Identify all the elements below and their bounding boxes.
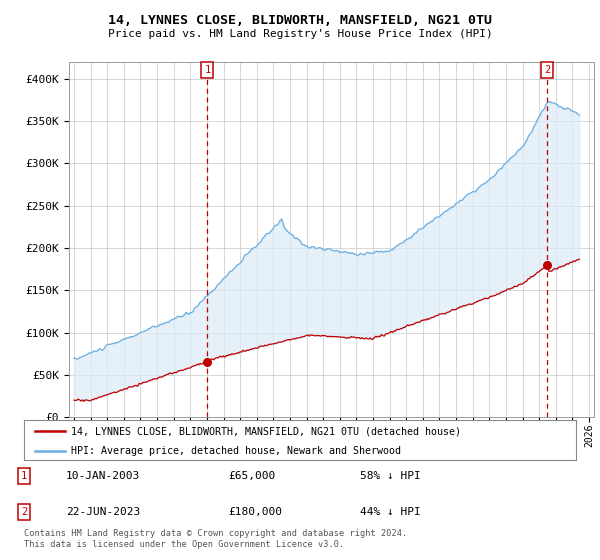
- Text: 58% ↓ HPI: 58% ↓ HPI: [360, 471, 421, 481]
- Text: £65,000: £65,000: [228, 471, 275, 481]
- Text: Contains HM Land Registry data © Crown copyright and database right 2024.
This d: Contains HM Land Registry data © Crown c…: [24, 529, 407, 549]
- Text: £180,000: £180,000: [228, 507, 282, 517]
- Text: 2: 2: [21, 507, 27, 517]
- Text: 1: 1: [204, 65, 211, 75]
- Text: 14, LYNNES CLOSE, BLIDWORTH, MANSFIELD, NG21 0TU: 14, LYNNES CLOSE, BLIDWORTH, MANSFIELD, …: [108, 14, 492, 27]
- Text: Price paid vs. HM Land Registry's House Price Index (HPI): Price paid vs. HM Land Registry's House …: [107, 29, 493, 39]
- Text: 22-JUN-2023: 22-JUN-2023: [66, 507, 140, 517]
- Text: 10-JAN-2003: 10-JAN-2003: [66, 471, 140, 481]
- Text: 14, LYNNES CLOSE, BLIDWORTH, MANSFIELD, NG21 0TU (detached house): 14, LYNNES CLOSE, BLIDWORTH, MANSFIELD, …: [71, 426, 461, 436]
- Text: 2: 2: [544, 65, 550, 75]
- Text: 44% ↓ HPI: 44% ↓ HPI: [360, 507, 421, 517]
- Text: 1: 1: [21, 471, 27, 481]
- Text: HPI: Average price, detached house, Newark and Sherwood: HPI: Average price, detached house, Newa…: [71, 446, 401, 456]
